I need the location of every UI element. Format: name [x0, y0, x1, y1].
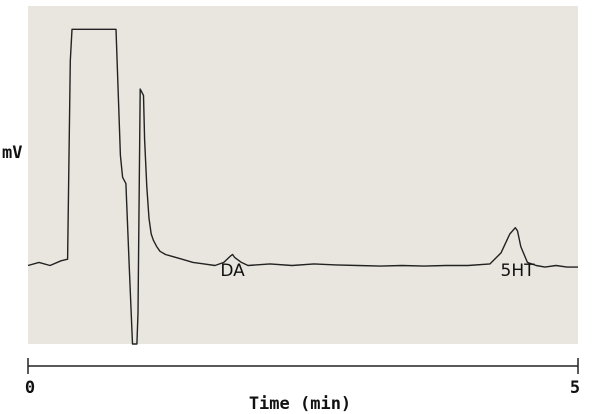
- plot-background: [28, 6, 578, 344]
- x-axis-label: Time (min): [249, 394, 351, 414]
- y-axis-label: mV: [2, 143, 22, 163]
- x-tick-label-1: 5: [570, 378, 580, 398]
- x-tick-label-0: 0: [25, 378, 35, 398]
- series-line-0: [27, 28, 578, 345]
- trace-layer: [27, 28, 578, 345]
- peak-label-da: DA: [220, 261, 245, 281]
- annotation-layer: DA 5HT: [220, 261, 535, 281]
- peak-label-5ht: 5HT: [501, 261, 536, 281]
